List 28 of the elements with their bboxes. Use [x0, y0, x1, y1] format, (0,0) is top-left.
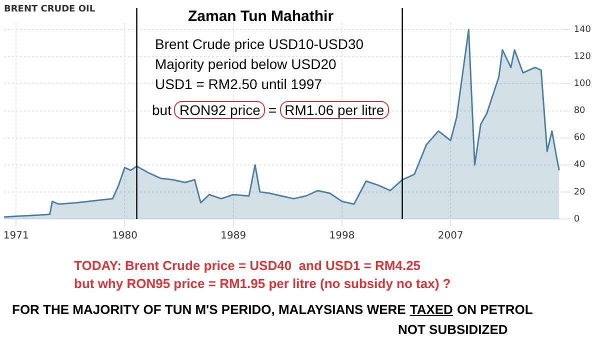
y-tick-label: 140 [574, 24, 592, 35]
annotation: but [152, 102, 172, 118]
y-tick-label: 40 [574, 160, 586, 170]
text: FOR THE MAJORITY OF TUN M'S PERIDO, MALAYSIANS WERE [12, 302, 406, 317]
y-tick-label: 20 [574, 187, 586, 198]
y-tick-label: 120 [574, 52, 592, 62]
text: ON PETROL [456, 302, 533, 317]
text: TAXED [410, 302, 453, 317]
annotation: RON92 price [174, 101, 266, 119]
y-tick-label: 0 [574, 214, 580, 224]
text: TODAY: Brent Crude price = USD40 and USD1 = RM4.25 [74, 258, 421, 273]
text: but why RON95 price = RM1.95 per litre (no subsidy no tax) ? [74, 276, 451, 291]
annotation: Majority period below USD20 [155, 56, 336, 72]
x-tick-label: 1998 [329, 230, 355, 242]
annotation: Zaman Tun Mahathir [188, 8, 334, 25]
text: NOT SUBSIDIZED [398, 322, 508, 337]
y-tick-label: 100 [574, 79, 592, 90]
y-tick-label: 60 [574, 133, 586, 144]
x-tick-label: 1980 [112, 230, 138, 242]
x-tick-label: 1989 [220, 230, 246, 242]
annotation: Brent Crude price USD10-USD30 [155, 36, 364, 52]
x-tick-label: 1971 [3, 230, 29, 242]
annotation: USD1 = RM2.50 until 1997 [155, 76, 322, 92]
annotation: = [268, 102, 277, 118]
x-tick-label: 2007 [438, 230, 464, 242]
y-tick-label: 80 [574, 106, 586, 116]
annotation: RM1.06 per litre [280, 101, 390, 119]
chart-title: BRENT CRUDE OIL [4, 4, 96, 15]
